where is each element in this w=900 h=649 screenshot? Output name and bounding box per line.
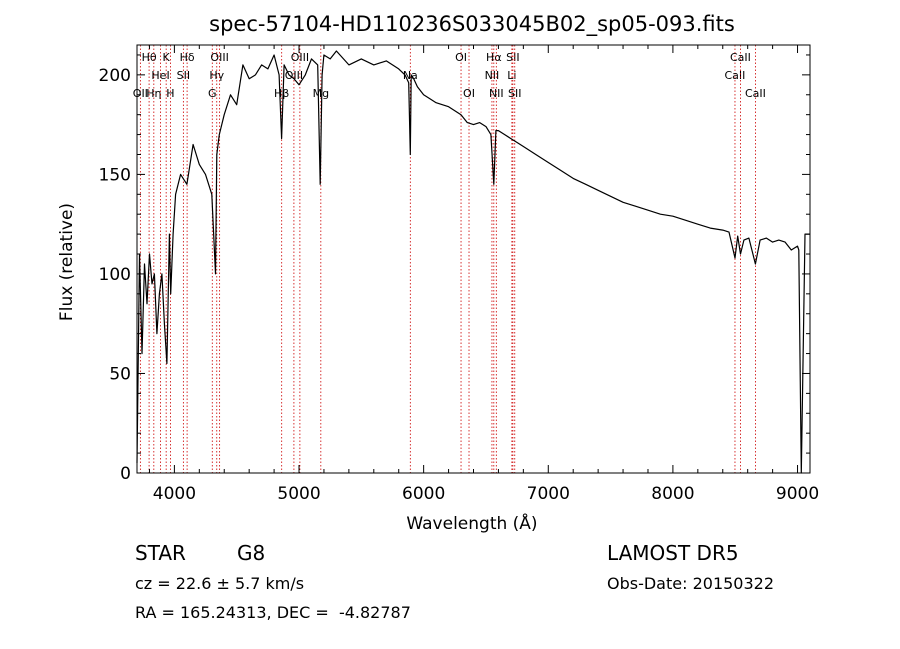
line-marker-label: K — [163, 51, 171, 64]
line-marker-label: Mg — [313, 87, 329, 100]
line-marker-label: OIII — [210, 51, 228, 64]
line-marker-label: SII — [177, 69, 190, 82]
spectrum-line — [136, 50, 810, 474]
y-axis-label: Flux (relative) — [57, 203, 77, 321]
x-tick-label: 4000 — [153, 484, 196, 504]
line-marker-label: Li — [507, 69, 516, 82]
line-marker-label: OI — [455, 51, 467, 64]
line-marker-label: SII — [508, 87, 521, 100]
spectral-subclass: G8 — [237, 541, 266, 565]
coordinates: RA = 165.24313, DEC = -4.82787 — [135, 603, 411, 622]
line-marker-label: Hη — [146, 87, 161, 100]
line-marker-label: CaII — [745, 87, 766, 100]
y-tick-label: 50 — [109, 364, 131, 384]
line-markers: OIIHθHηHeIKHSIIHδGHγOIIIHβOIIIOIIIMgNaOI… — [133, 45, 766, 473]
line-marker-label: CaII — [725, 69, 746, 82]
line-marker-label: OIII — [285, 69, 303, 82]
line-marker-label: Hα — [486, 51, 502, 64]
line-marker-label: Hθ — [142, 51, 157, 64]
x-tick-label: 6000 — [402, 484, 445, 504]
x-tick-label: 7000 — [527, 484, 570, 504]
axis-ticks — [137, 45, 810, 474]
axis-tick-labels: 4000 5000 6000 7000 8000 9000 0 50 100 150 200 — [99, 66, 820, 504]
line-marker-label: CaII — [730, 51, 751, 64]
obs-date: Obs-Date: 20150322 — [607, 574, 775, 593]
line-marker-label: SII — [506, 51, 519, 64]
line-marker-label: Hβ — [274, 87, 289, 100]
line-marker-label: G — [208, 87, 217, 100]
x-tick-label: 5000 — [277, 484, 320, 504]
y-tick-label: 100 — [99, 265, 131, 285]
redshift-readout: cz = 22.6 ± 5.7 km/s — [135, 574, 305, 593]
line-marker-label: NII — [489, 87, 504, 100]
y-tick-label: 0 — [120, 464, 131, 484]
line-marker-label: H — [166, 87, 174, 100]
line-marker-label: NII — [485, 69, 500, 82]
plot-frame — [136, 44, 811, 474]
y-tick-label: 200 — [99, 66, 131, 86]
line-marker-label: OIII — [291, 51, 309, 64]
spectrum-series — [136, 50, 810, 474]
line-marker-label: HeI — [151, 69, 169, 82]
x-axis-label: Wavelength (Å) — [406, 512, 537, 534]
survey-label: LAMOST DR5 — [607, 541, 739, 565]
line-marker-label: Hγ — [209, 69, 224, 82]
object-class: STAR — [135, 541, 186, 565]
y-tick-label: 150 — [99, 165, 131, 185]
chart-title: spec-57104-HD110236S033045B02_sp05-093.f… — [209, 12, 735, 37]
line-marker-label: OI — [463, 87, 475, 100]
x-tick-label: 9000 — [776, 484, 819, 504]
line-marker-label: Hδ — [180, 51, 195, 64]
x-tick-label: 8000 — [651, 484, 694, 504]
